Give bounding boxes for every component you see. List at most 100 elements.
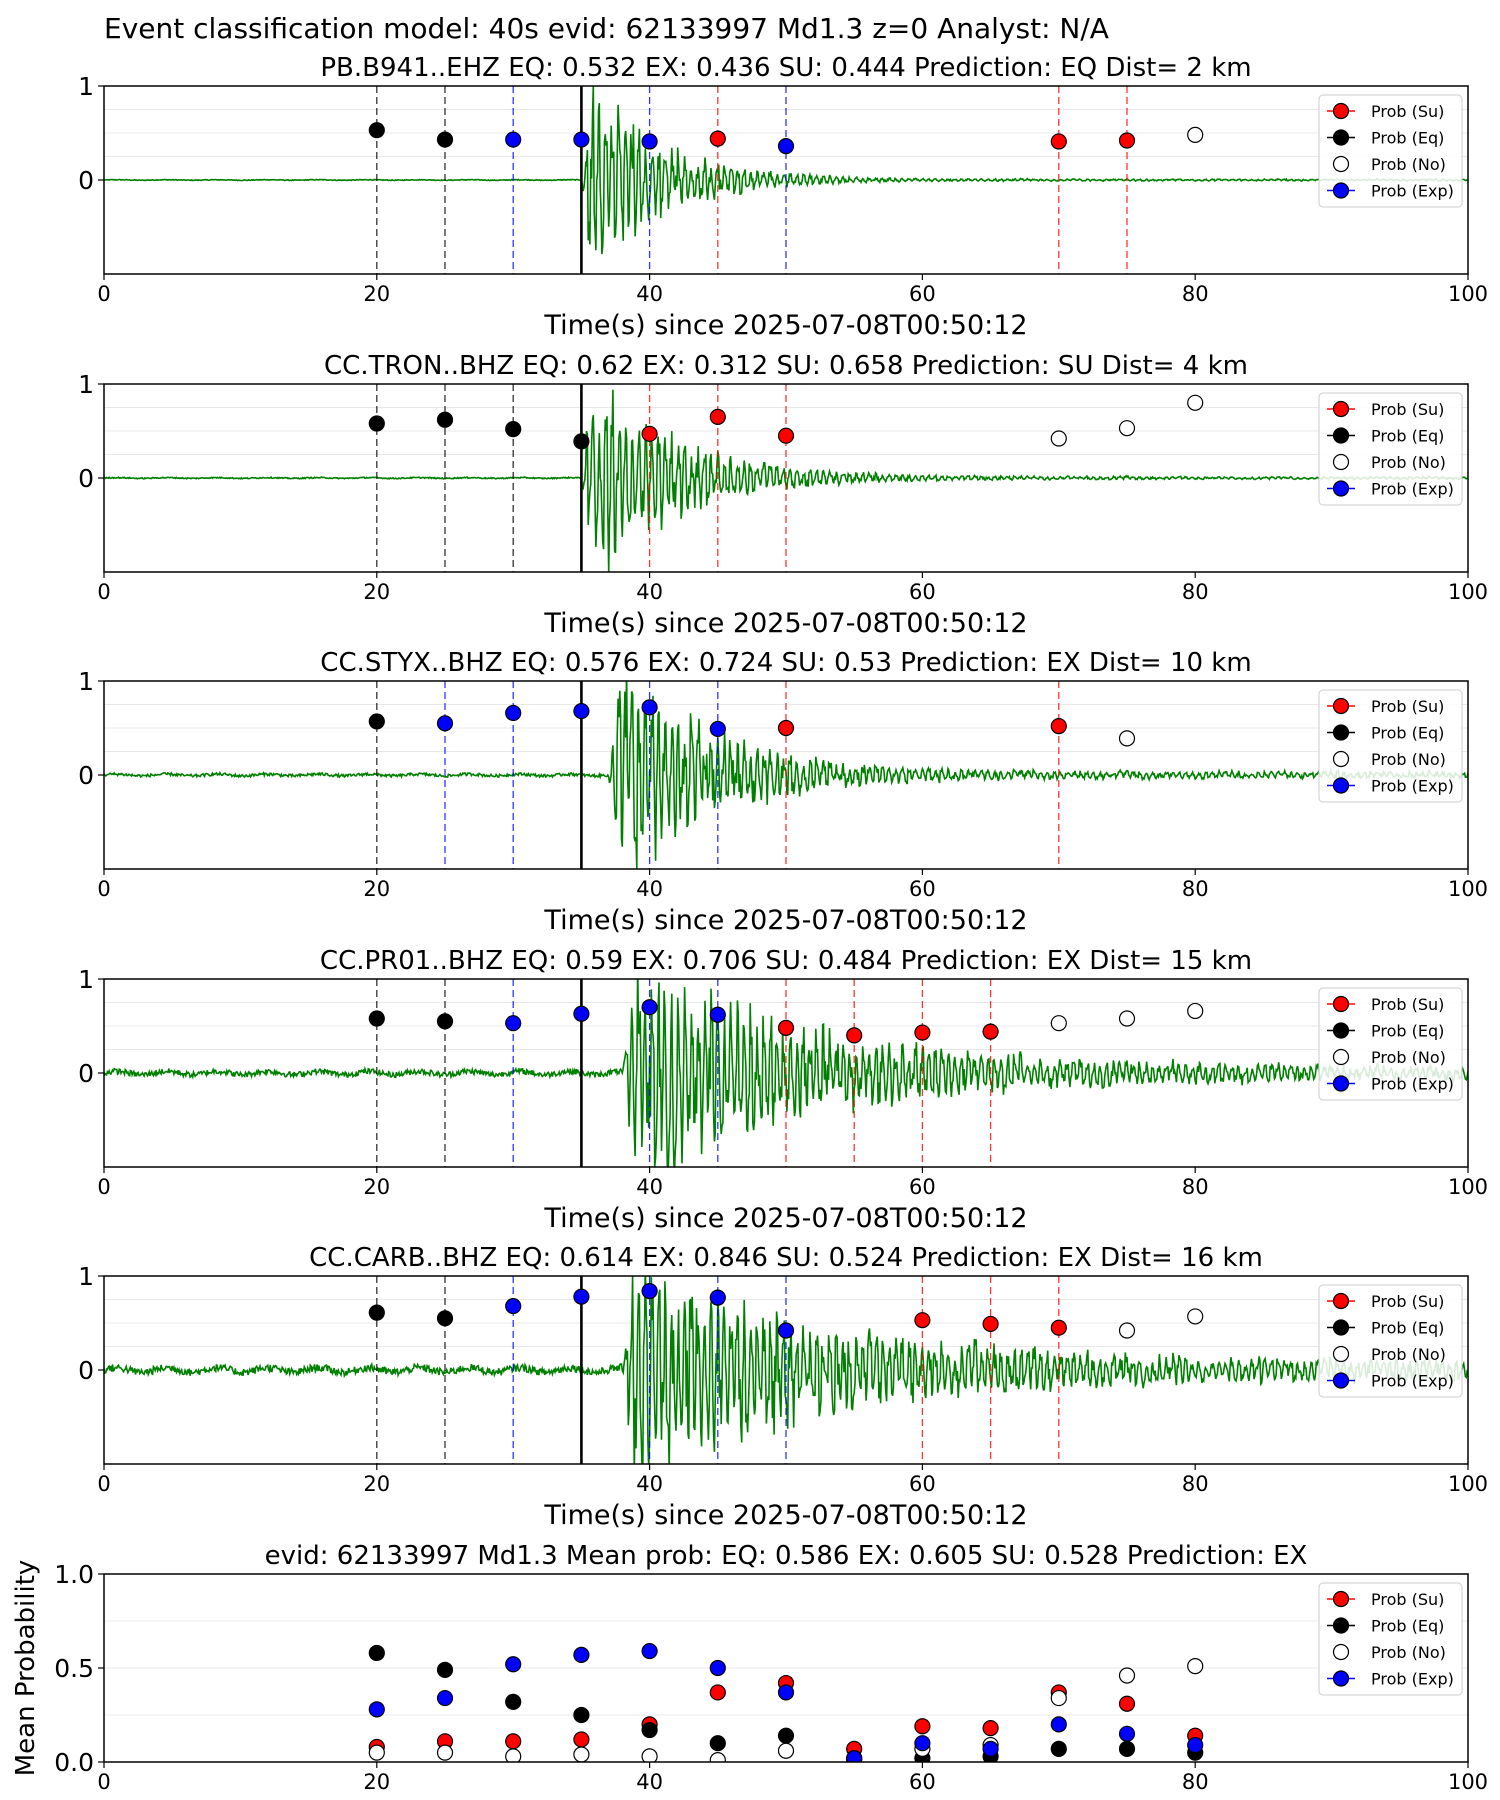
point-no — [1050, 430, 1067, 447]
point-exp — [777, 1684, 795, 1701]
waveform-trace — [104, 979, 1468, 1167]
point-no — [505, 1748, 522, 1762]
legend-label: Prob (No) — [1371, 1048, 1446, 1067]
x-tick-label: 0 — [97, 1770, 110, 1794]
x-tick-label: 100 — [1448, 1770, 1488, 1794]
point-su — [1050, 718, 1067, 735]
plot-content — [104, 681, 1468, 869]
legend-box — [1318, 392, 1463, 506]
point-eq — [368, 1644, 385, 1662]
plot-content — [368, 1642, 1204, 1762]
legend-label: Prob (Exp) — [1371, 480, 1454, 499]
x-tick-label: 100 — [1448, 580, 1488, 604]
legend-label: Prob (Eq) — [1371, 724, 1444, 743]
point-exp — [573, 1005, 590, 1022]
point-no — [573, 1746, 590, 1762]
point-su — [1050, 133, 1067, 150]
point-exp — [436, 715, 454, 732]
point-exp — [709, 1289, 726, 1306]
x-axis-label: Time(s) since 2025-07-08T00:50:12 — [543, 905, 1027, 936]
point-no — [1118, 730, 1136, 747]
point-su — [777, 427, 795, 444]
point-exp — [846, 1750, 863, 1762]
point-eq — [573, 1706, 590, 1724]
legend-marker-exp — [1332, 777, 1350, 794]
y-tick-label: 1 — [78, 370, 94, 399]
panel-title: PB.B941..EHZ EQ: 0.532 EX: 0.436 SU: 0.4… — [320, 53, 1251, 83]
legend-marker-no — [1332, 155, 1350, 173]
panel-6: evid: 62133997 Md1.3 Mean prob: EQ: 0.58… — [11, 1541, 1488, 1794]
legend-marker-no — [1332, 1345, 1350, 1363]
point-eq — [368, 1010, 385, 1027]
legend-label: Prob (Su) — [1371, 400, 1444, 419]
point-eq — [436, 411, 454, 428]
x-tick-label: 20 — [363, 1770, 390, 1794]
point-su — [777, 1019, 795, 1036]
point-su — [1118, 1695, 1136, 1712]
x-axis-label: Time(s) since 2025-07-08T00:50:12 — [543, 608, 1027, 639]
x-tick-label: 60 — [909, 1770, 936, 1794]
x-tick-label: 40 — [636, 1770, 663, 1794]
legend-marker-exp — [1332, 182, 1350, 199]
y-tick-label: 0 — [78, 166, 94, 195]
point-eq — [777, 1727, 795, 1744]
point-su — [846, 1027, 863, 1044]
point-exp — [505, 131, 522, 148]
y-tick-label: 1 — [78, 1262, 94, 1291]
y-tick-label: 0 — [78, 761, 94, 790]
point-eq — [368, 1304, 385, 1321]
x-tick-label: 40 — [636, 1472, 663, 1496]
x-tick-label: 60 — [909, 282, 936, 306]
x-tick-label: 100 — [1448, 877, 1488, 901]
point-no — [1118, 1010, 1136, 1027]
x-tick-label: 60 — [909, 1472, 936, 1496]
x-tick-label: 0 — [97, 580, 110, 604]
point-su — [914, 1718, 931, 1735]
legend-label: Prob (Exp) — [1371, 1075, 1454, 1094]
legend-label: Prob (Su) — [1371, 697, 1444, 716]
point-su — [914, 1312, 931, 1329]
legend-marker-eq — [1332, 724, 1350, 741]
x-tick-label: 80 — [1182, 877, 1209, 901]
point-no — [1187, 126, 1204, 143]
point-eq — [573, 433, 590, 450]
legend-marker-eq — [1332, 129, 1350, 146]
legend-marker-no — [1332, 1643, 1350, 1661]
point-su — [709, 1684, 726, 1701]
y-tick-label: 0.0 — [54, 1748, 94, 1777]
panel-4: CC.PR01..BHZ EQ: 0.59 EX: 0.706 SU: 0.48… — [78, 946, 1488, 1234]
y-tick-label: 1 — [78, 72, 94, 101]
point-exp — [573, 702, 590, 720]
point-no — [709, 1752, 726, 1762]
x-tick-label: 0 — [97, 877, 110, 901]
point-su — [777, 719, 795, 737]
point-eq — [368, 122, 385, 139]
legend: Prob (Su) Prob (Eq) Prob (No) Prob (Exp) — [1318, 392, 1463, 506]
point-eq — [505, 1693, 522, 1710]
x-tick-label: 20 — [363, 1175, 390, 1199]
panel-2: CC.TRON..BHZ EQ: 0.62 EX: 0.312 SU: 0.65… — [78, 351, 1488, 639]
point-su — [982, 1023, 999, 1040]
x-tick-label: 60 — [909, 877, 936, 901]
legend-marker-exp — [1332, 1075, 1350, 1092]
plot-content — [104, 979, 1468, 1167]
point-exp — [709, 1006, 726, 1023]
point-exp — [368, 1701, 385, 1718]
point-no — [1187, 1658, 1204, 1675]
panel-title: CC.PR01..BHZ EQ: 0.59 EX: 0.706 SU: 0.48… — [320, 946, 1252, 976]
x-tick-label: 40 — [636, 580, 663, 604]
x-tick-label: 40 — [636, 877, 663, 901]
point-su — [709, 408, 726, 425]
legend-box — [1318, 1582, 1463, 1696]
point-no — [1187, 1308, 1204, 1325]
point-eq — [641, 1721, 658, 1739]
legend-box — [1318, 987, 1463, 1101]
legend-label: Prob (Exp) — [1371, 1670, 1454, 1689]
point-su — [982, 1315, 999, 1333]
x-tick-label: 20 — [363, 580, 390, 604]
point-exp — [641, 1282, 658, 1300]
x-tick-label: 20 — [363, 282, 390, 306]
legend-label: Prob (No) — [1371, 453, 1446, 472]
point-no — [1118, 1322, 1136, 1339]
